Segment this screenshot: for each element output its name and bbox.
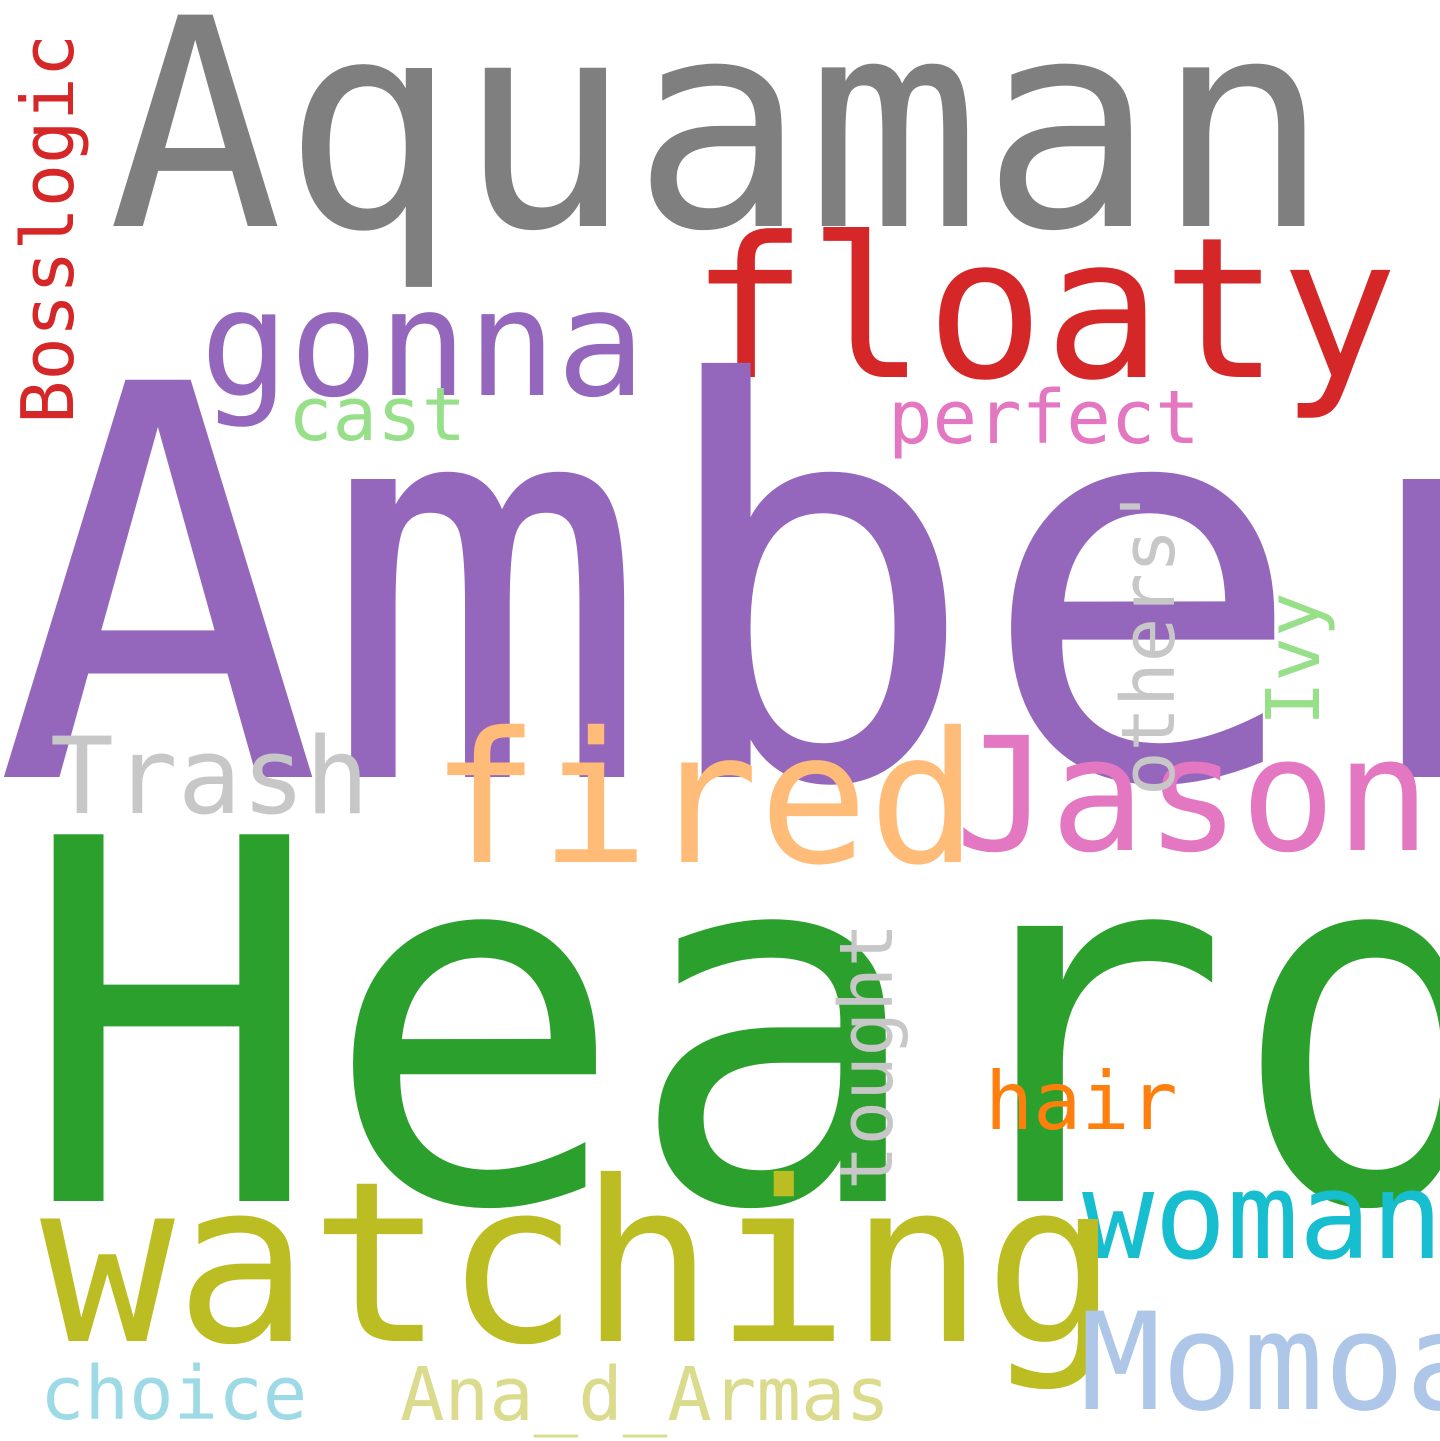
- word-amber: Amber: [0, 271, 1440, 906]
- word-hair: hair: [985, 1055, 1178, 1148]
- word-ana-d-armas: Ana_d_Armas: [400, 1352, 891, 1438]
- word-perfect: perfect: [888, 375, 1200, 461]
- word-ivy: Ivy: [1251, 592, 1337, 726]
- word-cast: cast: [288, 372, 467, 458]
- word-aquaman: Aquaman: [108, 0, 1331, 295]
- word-tought: tought: [824, 922, 910, 1190]
- word-watching: watching: [40, 1133, 1119, 1394]
- word-woman: woman: [1082, 1148, 1440, 1287]
- word-choice: choice: [40, 1351, 308, 1437]
- word-jason: Jason: [955, 704, 1431, 888]
- word-others: others': [1106, 484, 1192, 796]
- word-bosslogic: Bosslogic: [6, 33, 90, 424]
- word-trash: Trash: [50, 715, 370, 838]
- word-momoa: Momoa: [1080, 1284, 1440, 1441]
- word-gonna: gonna: [200, 258, 646, 430]
- word-heard: Heard: [20, 734, 1440, 1320]
- word-fired: fired: [430, 693, 978, 905]
- word-floaty: floaty: [690, 196, 1399, 424]
